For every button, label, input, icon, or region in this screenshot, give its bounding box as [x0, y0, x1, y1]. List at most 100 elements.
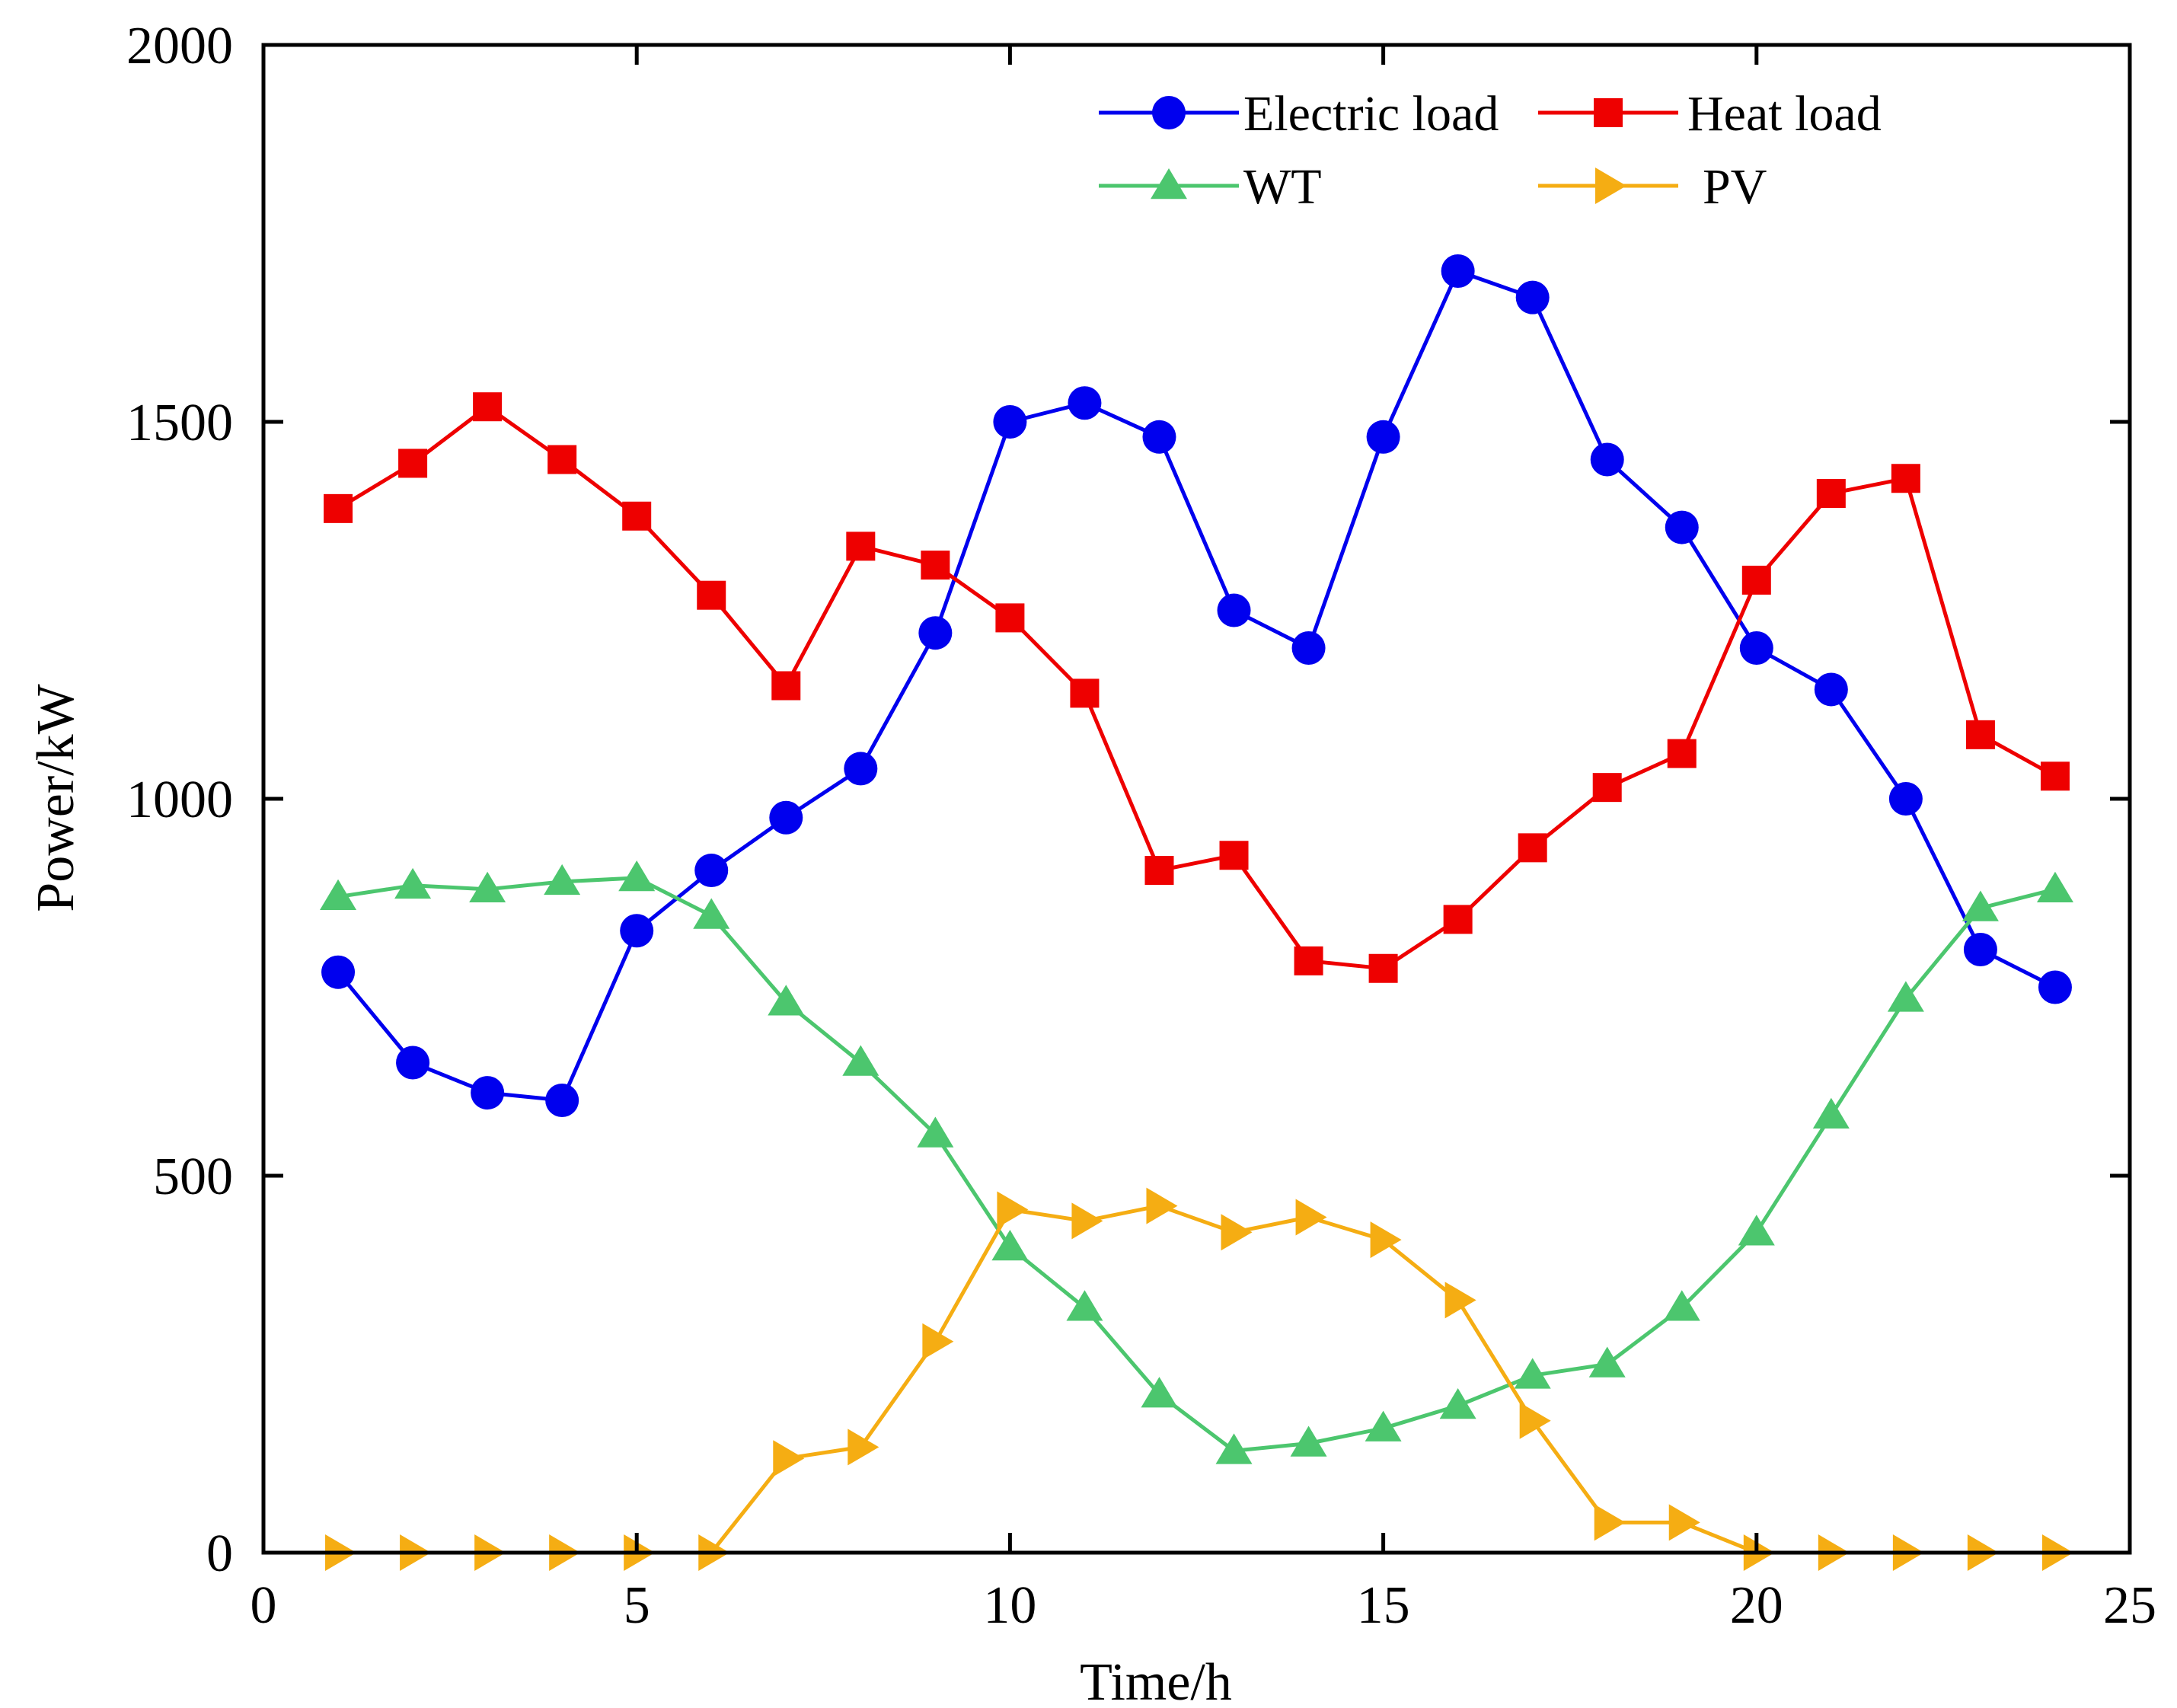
data-point-wt: [842, 1045, 879, 1076]
data-point-electric-load: [620, 914, 654, 948]
series-layer: [320, 254, 2073, 1571]
x-tick-label: 10: [983, 1576, 1036, 1635]
data-point-heat-load: [1667, 739, 1697, 768]
data-point-electric-load: [2038, 970, 2072, 1004]
y-tick-label: 0: [206, 1524, 233, 1583]
data-point-heat-load: [547, 445, 577, 474]
data-point-heat-load: [1368, 953, 1398, 983]
series-line-wt: [337, 876, 2056, 1453]
data-point-electric-load: [1217, 593, 1251, 627]
data-point-wt: [1738, 1215, 1775, 1246]
data-point-heat-load: [473, 392, 503, 422]
legend-item-wt: WT: [1099, 159, 1322, 215]
data-point-wt: [469, 871, 506, 903]
data-point-electric-load: [1590, 442, 1624, 477]
data-point-electric-load: [694, 854, 729, 888]
data-point-electric-load: [918, 616, 953, 650]
legend-label: PV: [1703, 159, 1767, 215]
data-point-pv: [1444, 1282, 1476, 1319]
data-point-heat-load: [1144, 856, 1174, 886]
data-point-electric-load: [545, 1084, 579, 1117]
data-point-heat-load: [995, 603, 1025, 633]
data-point-wt: [1215, 1433, 1253, 1464]
data-point-wt: [394, 867, 432, 899]
data-point-heat-load: [697, 580, 726, 610]
y-tick-label: 2000: [126, 17, 233, 75]
data-point-wt: [1141, 1377, 1178, 1408]
x-tick-label: 0: [251, 1576, 277, 1635]
data-point-wt: [1365, 1410, 1402, 1441]
data-point-heat-load: [1294, 946, 1323, 975]
legend-item-pv: PV: [1538, 159, 1767, 215]
data-point-electric-load: [1963, 933, 1997, 966]
data-point-heat-load: [1741, 565, 1771, 595]
data-point-pv: [1370, 1221, 1402, 1259]
data-point-electric-load: [1515, 280, 1550, 314]
data-point-wt: [768, 985, 805, 1016]
legend-marker-pv: [1595, 168, 1626, 204]
data-point-electric-load: [1291, 631, 1326, 665]
data-point-electric-load: [769, 800, 803, 835]
data-point-wt: [1066, 1290, 1103, 1321]
data-point-heat-load: [1891, 464, 1920, 493]
y-tick-label: 500: [153, 1148, 233, 1206]
data-point-heat-load: [2040, 761, 2070, 791]
data-point-heat-load: [1070, 678, 1100, 708]
data-point-pv: [1071, 1202, 1103, 1240]
data-point-heat-load: [771, 671, 801, 701]
data-point-wt: [1290, 1425, 1327, 1457]
data-point-wt: [1887, 981, 1924, 1012]
legend-marker-heat-load: [1594, 98, 1623, 127]
data-point-heat-load: [1443, 905, 1473, 934]
data-point-heat-load: [1965, 720, 1995, 749]
data-point-wt: [917, 1116, 954, 1148]
data-point-wt: [1588, 1346, 1626, 1378]
data-point-pv: [1146, 1187, 1178, 1224]
x-tick-label: 25: [2103, 1576, 2156, 1635]
data-point-pv: [1668, 1504, 1700, 1541]
x-tick-label: 5: [624, 1576, 650, 1635]
data-point-heat-load: [846, 532, 876, 561]
data-point-electric-load: [993, 405, 1027, 439]
data-point-heat-load: [622, 501, 652, 531]
data-point-electric-load: [1068, 386, 1102, 420]
legend-label: Heat load: [1687, 86, 1882, 142]
y-axis-label: Power/kW: [27, 684, 85, 911]
data-point-wt: [544, 864, 581, 896]
data-point-electric-load: [1441, 254, 1475, 288]
data-point-pv: [1295, 1199, 1327, 1236]
legend-label: Electric load: [1243, 86, 1499, 142]
data-point-wt: [991, 1230, 1029, 1261]
series-heat-load: [324, 392, 2070, 983]
data-point-electric-load: [844, 752, 878, 786]
ticks-layer: 0 5 10 15 20 25 0 500 1000 1500 2000: [126, 17, 2156, 1635]
legend-marker-electric-load: [1152, 96, 1186, 129]
data-point-electric-load: [1665, 510, 1699, 544]
y-tick-label: 1500: [126, 394, 233, 452]
data-point-wt: [1812, 1097, 1850, 1129]
legend-item-electric-load: Electric load: [1099, 86, 1499, 142]
legend-item-heat-load: Heat load: [1538, 86, 1882, 142]
legend-label: WT: [1243, 159, 1322, 215]
data-point-electric-load: [471, 1076, 505, 1110]
data-point-pv: [1221, 1214, 1253, 1251]
legend-marker-wt: [1151, 168, 1187, 200]
data-point-heat-load: [398, 449, 428, 478]
data-point-electric-load: [1142, 420, 1176, 454]
data-point-electric-load: [1366, 420, 1400, 454]
series-wt: [320, 860, 2073, 1464]
data-point-electric-load: [1814, 672, 1848, 707]
data-point-pv: [997, 1191, 1029, 1228]
series-electric-load: [321, 254, 2072, 1117]
data-point-electric-load: [1739, 631, 1773, 665]
data-point-electric-load: [321, 955, 356, 989]
data-point-pv: [922, 1323, 954, 1360]
data-point-wt: [1962, 890, 1999, 921]
data-point-wt: [1514, 1358, 1551, 1389]
data-point-pv: [847, 1429, 879, 1466]
data-point-heat-load: [1518, 833, 1547, 863]
data-point-heat-load: [1816, 479, 1846, 509]
data-point-electric-load: [396, 1046, 430, 1080]
